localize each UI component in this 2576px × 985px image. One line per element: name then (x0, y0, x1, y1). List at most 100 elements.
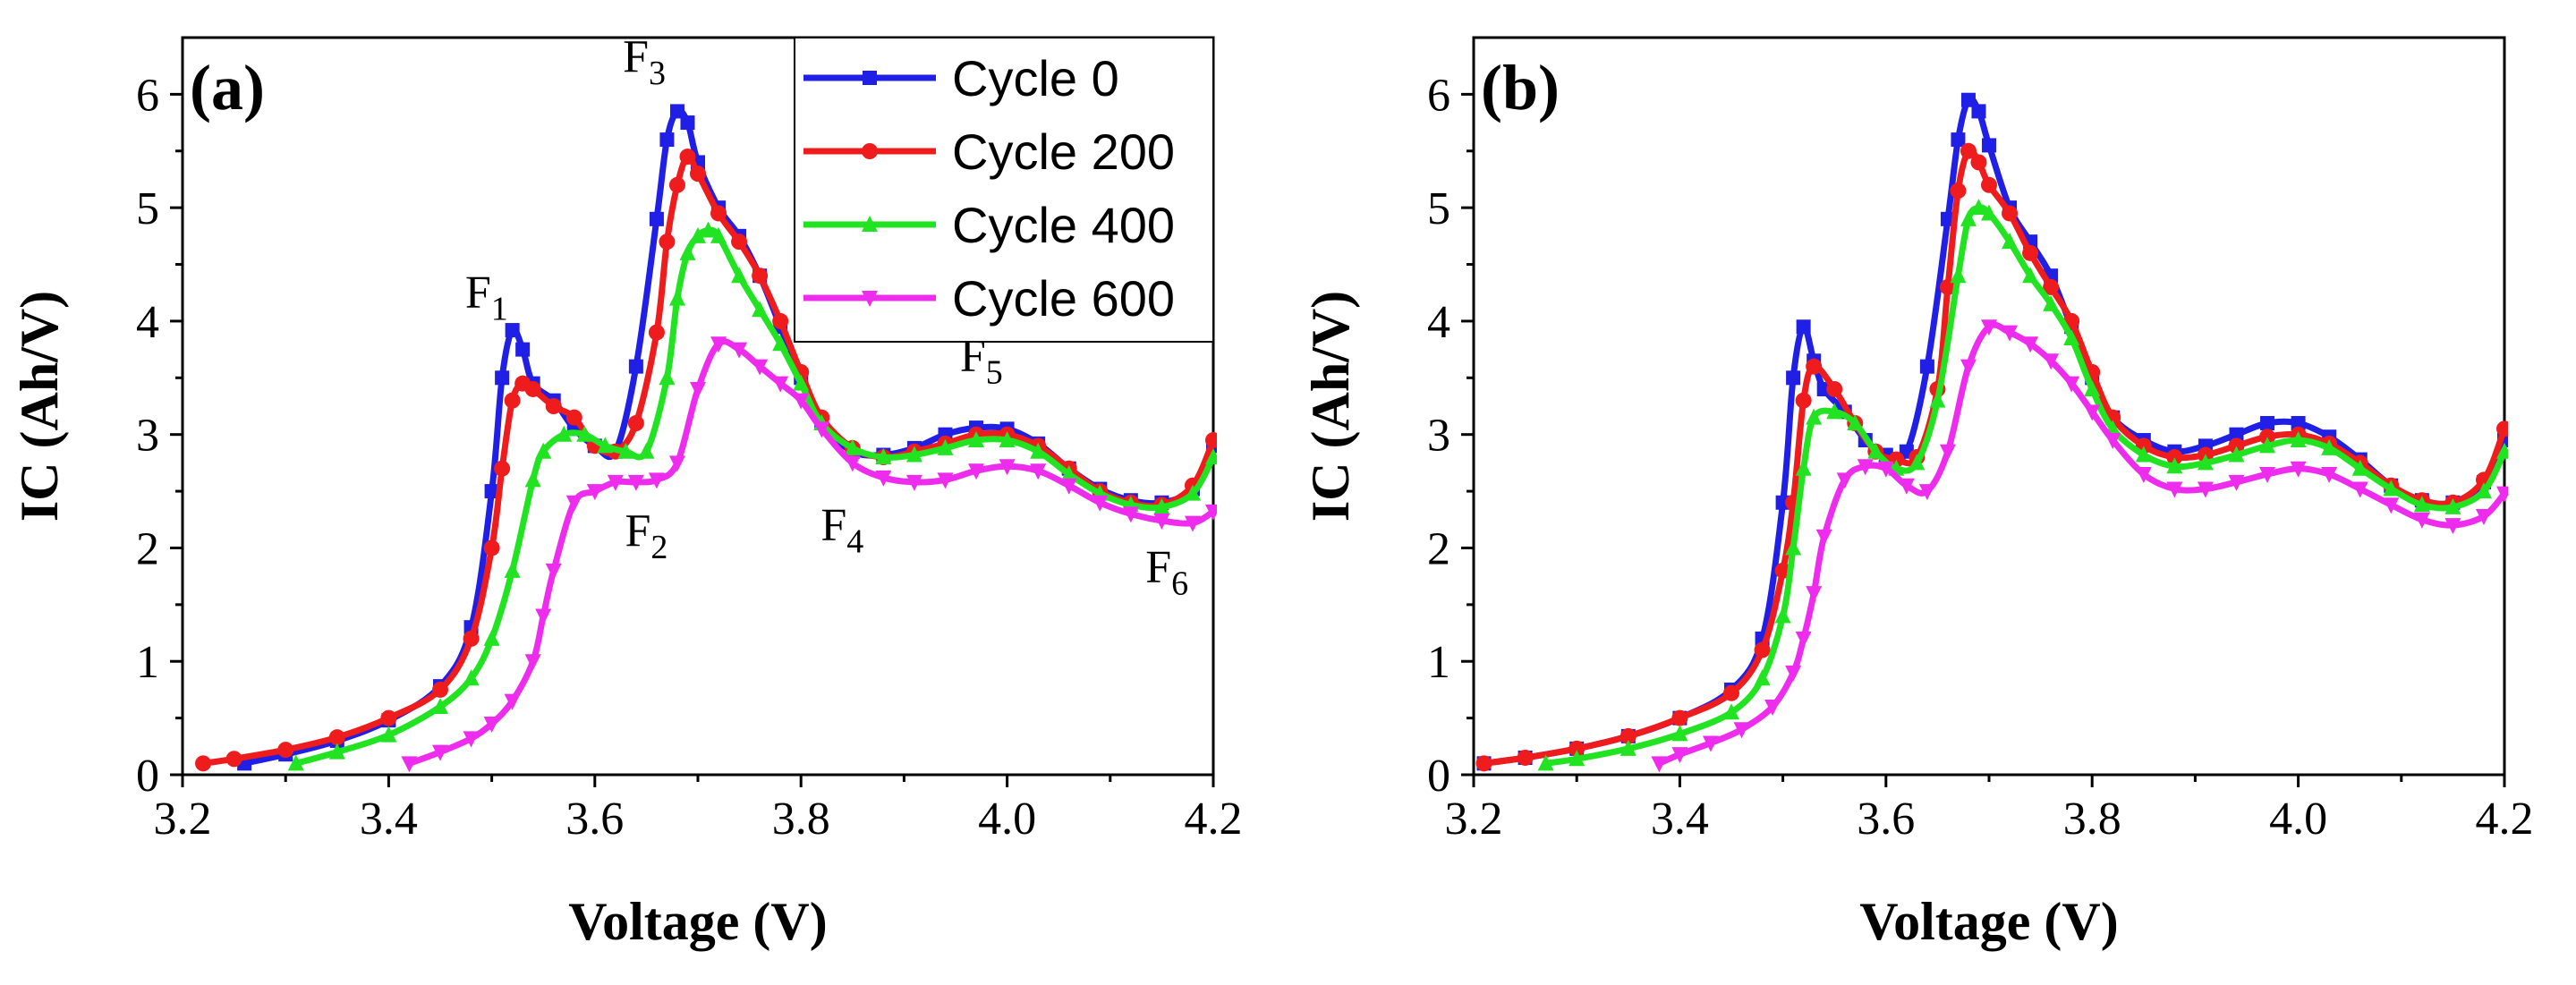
data-point (1184, 515, 1201, 532)
data-point (659, 369, 676, 386)
x-axis-title: Voltage (V) (1859, 892, 2118, 951)
data-point (483, 629, 500, 646)
data-point (2084, 379, 2101, 396)
data-point (2043, 278, 2060, 295)
data-point (2259, 429, 2276, 446)
data-point (668, 176, 685, 193)
data-point (2197, 454, 2214, 471)
data-point (648, 472, 665, 489)
data-point (225, 751, 242, 768)
data-point (1898, 478, 1915, 495)
data-point (905, 474, 922, 491)
x-tick-label: 4.0 (2269, 794, 2327, 845)
data-point (1754, 669, 1771, 686)
series-line-cycle-0 (1481, 95, 2508, 767)
legend-label: Cycle 400 (952, 197, 1175, 253)
data-point (937, 438, 954, 455)
data-point (710, 336, 727, 353)
data-point (659, 234, 676, 250)
data-point (2475, 482, 2492, 499)
data-point (1785, 539, 1802, 556)
data-point (2383, 480, 2400, 497)
data-point (328, 729, 345, 746)
peak-label: F2 (625, 505, 667, 566)
data-point (1806, 408, 1823, 425)
data-point (1981, 204, 1997, 221)
data-point (1620, 727, 1637, 744)
data-point (731, 234, 748, 250)
data-point (463, 731, 480, 748)
legend-marker (862, 216, 878, 232)
data-point (328, 743, 345, 760)
data-point (2063, 328, 2080, 345)
data-point (844, 438, 861, 455)
data-point (2022, 336, 2039, 353)
x-tick-label: 3.6 (565, 794, 624, 845)
data-point (2321, 438, 2338, 455)
data-point (1970, 154, 1987, 171)
data-point (1857, 459, 1874, 476)
data-point (2084, 404, 2101, 421)
data-point (1092, 495, 1109, 512)
data-point (505, 323, 520, 338)
data-point (793, 393, 810, 410)
data-point (999, 459, 1016, 476)
data-point (1702, 735, 1719, 752)
data-point (679, 149, 696, 166)
data-point (875, 470, 892, 487)
legend-label: Cycle 200 (952, 123, 1175, 180)
data-point (1970, 199, 1987, 216)
x-tick-label: 3.6 (1857, 794, 1915, 845)
x-tick-label: 4.2 (2476, 794, 2534, 845)
y-tick-label: 2 (136, 523, 159, 574)
data-point (772, 335, 789, 352)
data-point (1184, 484, 1201, 501)
data-point (1786, 370, 1801, 386)
data-point (1754, 641, 1771, 658)
data-point (1795, 631, 1812, 648)
data-point (638, 442, 655, 459)
data-point (494, 460, 511, 477)
data-point (432, 681, 448, 698)
data-point (524, 380, 541, 397)
data-point (1950, 267, 1967, 284)
data-point (1620, 739, 1637, 756)
data-point (1971, 104, 1986, 119)
data-point (1785, 665, 1802, 682)
data-point (968, 463, 985, 480)
data-point (2259, 437, 2276, 454)
data-point (2290, 431, 2307, 448)
data-point (1919, 359, 1934, 374)
data-point (690, 381, 706, 398)
y-tick-label: 0 (136, 751, 159, 802)
data-point (1569, 750, 1586, 767)
data-point (463, 630, 480, 647)
data-point (1205, 448, 1217, 465)
y-tick-label: 4 (136, 297, 159, 348)
data-point (627, 474, 644, 491)
y-tick-label: 0 (1427, 751, 1450, 802)
data-point (690, 166, 706, 183)
data-point (2351, 481, 2368, 498)
data-point (999, 431, 1016, 448)
data-point (668, 455, 685, 472)
data-point (2043, 294, 2060, 311)
data-point (793, 374, 810, 391)
data-point (905, 446, 922, 463)
legend-label: Cycle 600 (952, 270, 1175, 327)
data-point (731, 267, 748, 284)
data-point (649, 211, 664, 226)
x-tick-label: 3.8 (772, 794, 830, 845)
data-point (690, 226, 706, 243)
data-point (700, 221, 717, 238)
data-point (1815, 529, 1832, 546)
data-point (2444, 518, 2461, 535)
data-point (968, 431, 985, 448)
data-point (1909, 454, 1926, 471)
x-tick-label: 4.0 (978, 794, 1036, 845)
data-point (668, 289, 685, 306)
data-point (545, 398, 562, 414)
y-tick-label: 2 (1427, 523, 1450, 574)
data-point (2166, 449, 2183, 466)
